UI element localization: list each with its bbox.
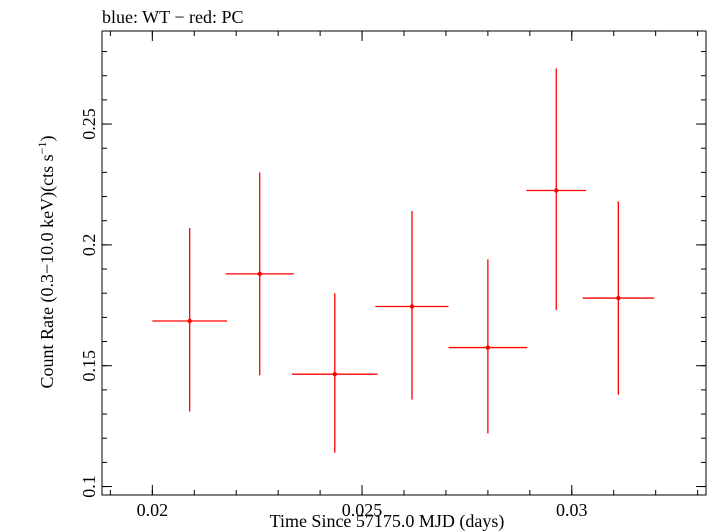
data-point <box>582 201 654 395</box>
data-point <box>526 68 587 311</box>
y-axis-label: Count Rate (0.3−10.0 keV)(cts s−1) <box>35 136 58 389</box>
x-tick-label: 0.025 <box>342 500 383 520</box>
axis-ticks: 0.02 0.025 0.03 0.1 0.15 0.2 0.25 <box>79 31 706 520</box>
data-marker <box>485 345 491 350</box>
data-point <box>375 211 449 400</box>
data-marker <box>409 304 415 309</box>
y-tick-label: 0.1 <box>79 475 99 498</box>
plot-frame <box>101 30 707 496</box>
x-tick-label: 0.02 <box>137 500 169 520</box>
data-marker <box>332 371 337 377</box>
y-axis-label-superscript: −1 <box>35 142 49 155</box>
y-tick-label: 0.15 <box>79 350 99 382</box>
data-point <box>292 293 378 453</box>
x-tick-label: 0.03 <box>556 500 588 520</box>
data-marker <box>554 188 559 193</box>
data-point <box>225 172 294 376</box>
data-marker <box>616 295 621 301</box>
y-axis-label-main: Count Rate (0.3−10.0 keV)(cts s <box>37 154 58 388</box>
data-point <box>448 259 528 434</box>
data-marker <box>187 318 192 324</box>
data-point <box>152 227 227 412</box>
x-axis-label: Time Since 57175.0 MJD (days) <box>270 511 505 532</box>
y-tick-label: 0.2 <box>79 234 99 257</box>
data-marker <box>257 271 262 277</box>
data-points <box>152 68 654 453</box>
y-axis-label-tail: ) <box>37 136 58 142</box>
chart-title: blue: WT − red: PC <box>102 7 243 27</box>
y-tick-label: 0.25 <box>79 108 99 139</box>
